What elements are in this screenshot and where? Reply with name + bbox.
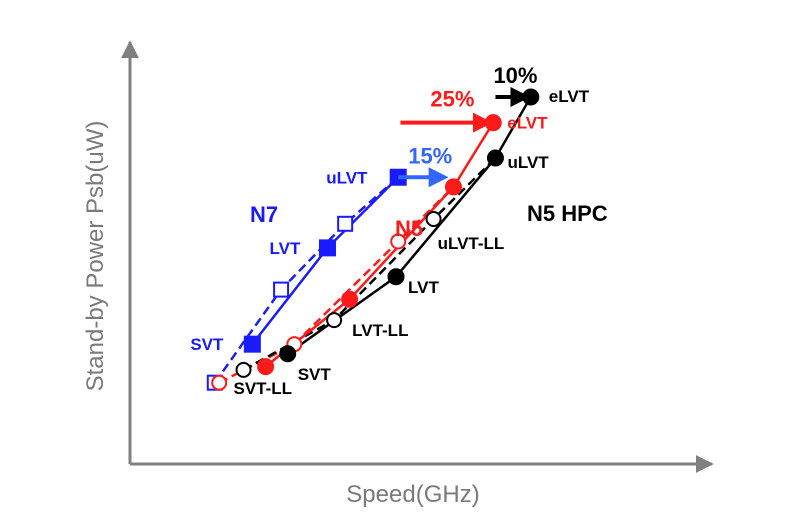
n5-hpc-point-2	[486, 149, 504, 167]
gain-label-10pct: 10%	[493, 63, 537, 88]
n7-ll-point-1	[273, 281, 290, 298]
n5-hpc-ll-label-2: uLVT-LL	[438, 234, 505, 253]
n5-hpc-point-0	[279, 345, 297, 363]
n5-point-label-3: eLVT	[507, 114, 548, 133]
n5-hpc-point-label-0: SVT	[298, 365, 332, 384]
n7-point-label-0: SVT	[190, 335, 224, 354]
n7-ll-point-2	[337, 215, 354, 232]
gain-label-15pct: 15%	[408, 143, 452, 168]
n5-hpc-ll-line	[242, 157, 497, 371]
n5-point-1	[341, 290, 359, 308]
n5-hpc-ll-point-0	[235, 361, 252, 378]
plot-area: SVT LVT uLVT eLVT SVT LVT uLVT eLVT SVT-LL LVT-LL…	[190, 63, 607, 398]
x-axis-label: Speed(GHz)	[346, 481, 479, 508]
n7-point-0	[243, 335, 261, 353]
n5-point-2	[444, 178, 462, 196]
series-label-n5: N5	[395, 216, 423, 241]
n5-hpc-point-1	[387, 268, 405, 286]
gain-label-25pct: 25%	[430, 87, 474, 112]
n5-hpc-ll-label-0: SVT-LL	[234, 379, 293, 398]
n5-hpc-ll-point-2	[425, 210, 442, 227]
n5-ll-point-2	[390, 233, 407, 250]
n5-point-0	[257, 358, 275, 376]
n5-hpc-ll-label-1: LVT-LL	[352, 321, 408, 340]
series-label-n7: N7	[250, 202, 278, 227]
n7-point-label-1: LVT	[269, 239, 300, 258]
n7-point-label-2: uLVT	[326, 168, 368, 187]
y-axis-label: Stand-by Power Psb(uW)	[82, 121, 109, 392]
n5-hpc-point-label-3: eLVT	[549, 87, 590, 106]
n5-hpc-point-label-2: uLVT	[507, 153, 549, 172]
n5-hpc-ll-point-1	[326, 312, 343, 329]
series-label-n5-hpc: N5 HPC	[527, 201, 608, 226]
n5-hpc-line	[286, 96, 532, 355]
n5-hpc-point-label-1: LVT	[408, 278, 439, 297]
n5-ll-point-0	[211, 374, 228, 391]
n7-point-1	[318, 239, 336, 257]
n7-ll-line	[213, 176, 400, 384]
